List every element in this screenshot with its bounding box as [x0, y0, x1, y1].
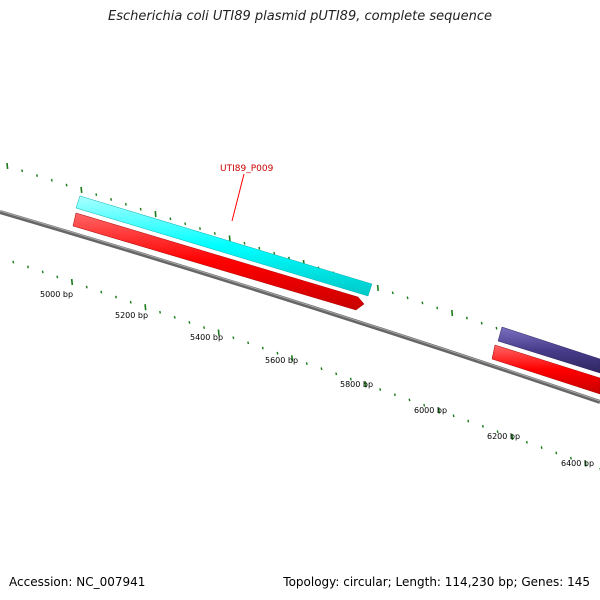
minor-tick — [569, 456, 572, 460]
minor-tick — [320, 367, 323, 371]
minor-tick — [452, 414, 455, 418]
minor-tick — [496, 430, 499, 434]
minor-tick — [393, 393, 396, 397]
minor-tick — [110, 198, 113, 201]
minor-tick — [100, 290, 103, 294]
minor-tick — [95, 193, 98, 197]
major-tick — [376, 284, 379, 291]
minor-tick — [139, 207, 142, 211]
minor-tick — [247, 341, 250, 345]
major-tick — [511, 433, 514, 440]
minor-tick — [199, 227, 201, 230]
scale-label: 5200 bp — [115, 311, 148, 320]
scale-label: 6200 bp — [487, 432, 520, 441]
minor-tick — [349, 377, 352, 381]
minor-tick — [213, 232, 216, 235]
minor-tick — [184, 222, 187, 226]
minor-tick — [436, 306, 439, 310]
minor-tick — [36, 174, 38, 177]
minor-tick — [169, 217, 172, 221]
minor-tick — [525, 440, 528, 444]
minor-tick — [480, 321, 483, 325]
gene-feature-purple[interactable] — [497, 326, 600, 374]
minor-tick — [41, 270, 44, 274]
cds-feature-red[interactable] — [72, 212, 365, 311]
minor-tick — [467, 419, 470, 423]
minor-tick — [56, 275, 59, 279]
major-tick — [437, 407, 440, 414]
minor-tick — [85, 285, 88, 289]
map-title: Escherichia coli UTI89 plasmid pUTI89, c… — [108, 9, 492, 24]
cds-feature-red-right[interactable] — [491, 344, 600, 395]
major-tick — [6, 162, 9, 170]
minor-tick — [379, 388, 382, 391]
minor-tick — [540, 446, 543, 449]
major-tick — [144, 304, 147, 311]
minor-tick — [232, 336, 235, 340]
scale-label: 5600 bp — [265, 356, 298, 365]
scale-label-group: 5000 bp 5200 bp 5400 bp 5600 bp 5800 bp … — [40, 290, 594, 468]
minor-tick — [423, 403, 426, 407]
minor-tick — [276, 351, 279, 355]
minor-tick — [305, 362, 308, 365]
feature-label-leader — [231, 173, 245, 222]
minor-tick — [408, 398, 411, 402]
major-tick — [364, 381, 367, 388]
major-tick — [154, 210, 157, 218]
minor-tick — [12, 260, 15, 264]
minor-tick — [495, 326, 498, 330]
summary-text: Topology: circular; Length: 114,230 bp; … — [283, 575, 590, 589]
minor-tick — [273, 251, 276, 255]
minor-tick — [391, 291, 394, 295]
scale-label: 5800 bp — [340, 380, 373, 389]
inner-tick-row — [12, 260, 600, 471]
major-tick — [451, 309, 454, 317]
minor-tick — [115, 295, 117, 299]
minor-tick — [335, 372, 338, 376]
scale-label: 5400 bp — [190, 333, 223, 342]
minor-tick — [159, 310, 161, 314]
scale-label: 6400 bp — [561, 459, 594, 468]
major-tick — [228, 235, 231, 242]
plasmid-backbone — [0, 210, 600, 404]
scale-label: 5000 bp — [40, 290, 73, 299]
minor-tick — [555, 451, 558, 455]
minor-tick — [27, 265, 29, 269]
gene-feature-cyan[interactable] — [75, 195, 373, 297]
minor-tick — [188, 321, 191, 324]
minor-tick — [421, 301, 424, 305]
minor-tick — [124, 202, 127, 206]
minor-tick — [465, 316, 468, 320]
minor-tick — [406, 296, 409, 300]
minor-tick — [258, 246, 261, 250]
minor-tick — [173, 315, 176, 319]
accession-text: Accession: NC_007941 — [9, 575, 146, 589]
major-tick — [80, 186, 83, 193]
major-tick — [70, 278, 74, 286]
minor-tick — [203, 326, 206, 329]
minor-tick — [129, 300, 132, 304]
minor-tick — [50, 178, 53, 182]
major-tick — [291, 355, 294, 362]
minor-tick — [481, 424, 484, 428]
feature-label-uti89-p009[interactable]: UTI89_P009 — [220, 164, 274, 174]
scale-label: 6000 bp — [414, 406, 447, 415]
minor-tick — [21, 169, 24, 173]
minor-tick — [261, 346, 264, 350]
major-tick — [217, 329, 220, 336]
major-tick — [584, 460, 587, 467]
minor-tick — [65, 183, 68, 187]
minor-tick — [243, 241, 246, 245]
